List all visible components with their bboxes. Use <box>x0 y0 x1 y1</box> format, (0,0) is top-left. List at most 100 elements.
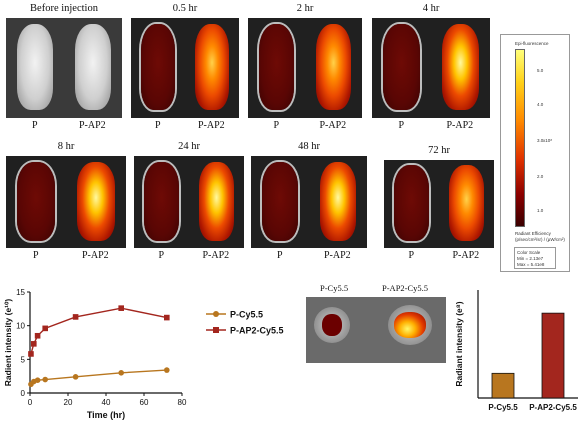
legend-marker <box>213 311 219 317</box>
legend-marker <box>213 327 219 333</box>
bar-chart: Radiant intensity (e⁸) P-Cy5.5 P-AP2-Cy5.5 <box>454 290 578 412</box>
data-point <box>118 370 124 376</box>
mouse-p-ap2 <box>449 165 484 241</box>
colorbar-scale-title: Color Scale <box>517 250 541 255</box>
mouse-label-p: P <box>273 120 280 131</box>
x-tick-label: 40 <box>102 398 111 407</box>
mouse-label-p: P <box>398 120 405 131</box>
data-point <box>34 332 41 339</box>
data-point <box>164 367 170 373</box>
data-point <box>42 376 48 383</box>
ivis-panel <box>6 156 126 248</box>
mouse-p-ap2 <box>195 24 229 110</box>
y-axis-label: Radient intensity (e¹⁰) <box>3 299 13 387</box>
mouse-label-p-ap2: P-AP2 <box>202 250 230 261</box>
mouse-p <box>144 161 179 241</box>
x-tick-label: 0 <box>28 398 33 407</box>
y-tick-label: 0 <box>21 389 26 398</box>
mouse-label-p: P <box>158 250 165 261</box>
mouse-p-ap2 <box>199 161 234 241</box>
colorbar: Epi-fluorescence 5.0 4.0 x10⁸ 3.0 2.0 1.… <box>500 34 570 272</box>
organ-p-ap2 <box>388 305 432 345</box>
organ-label-right: P-AP2-Cy5.5 <box>382 283 429 293</box>
ivis-panel <box>248 18 362 118</box>
mouse-p-ap2 <box>75 24 111 110</box>
timepoint-label: 24 hr <box>178 141 200 152</box>
mouse-label-p: P <box>155 120 161 131</box>
y-tick-label: 10 <box>16 322 25 331</box>
mouse-p-ap2 <box>77 161 115 241</box>
series-line <box>30 307 167 355</box>
mouse-p <box>258 24 295 110</box>
colorbar-tick: 4.0 <box>537 102 544 107</box>
colorbar-gradient <box>515 49 525 227</box>
colorbar-tick: 5.0 <box>537 68 544 73</box>
bar <box>541 312 565 399</box>
organ-image-panel: P-Cy5.5 P-AP2-Cy5.5 <box>306 283 446 363</box>
ivis-panel <box>134 156 244 248</box>
colorbar-scale-min: Min = 2.13e7 <box>517 256 544 261</box>
mouse-label-p-ap2: P-AP2 <box>319 120 347 131</box>
x-tick-label: 80 <box>178 398 187 407</box>
mouse-label-p-ap2: P-AP2 <box>82 250 109 261</box>
mouse-label-p-ap2: P-AP2 <box>452 250 480 261</box>
ivis-panel <box>384 160 494 248</box>
colorbar-title: Epi-fluorescence <box>515 41 549 46</box>
x-axis-label: Time (hr) <box>87 410 125 420</box>
ivis-panel <box>372 18 490 118</box>
mouse-label-p: P <box>33 250 39 261</box>
mouse-p <box>17 161 55 241</box>
timepoint-label: 72 hr <box>428 145 450 156</box>
mouse-label-p: P <box>408 250 415 261</box>
data-point <box>34 377 41 384</box>
colorbar-scale-box: Color Scale Min = 2.13e7 Max = 5.41e8 <box>514 247 556 269</box>
timepoint-label: 4 hr <box>422 3 440 14</box>
colorbar-tick: 1.0 <box>537 208 544 213</box>
data-point <box>42 325 48 332</box>
mouse-p <box>383 24 420 110</box>
data-point <box>164 314 170 321</box>
timepoint-label: 8 hr <box>57 141 75 152</box>
data-point <box>72 314 79 320</box>
y-axis-label: Radiant intensity (e⁸) <box>454 301 464 386</box>
mouse-p <box>262 161 298 241</box>
x-tick-label: 20 <box>64 398 73 407</box>
data-point <box>118 305 124 311</box>
mouse-label-p-ap2: P-AP2 <box>79 120 106 131</box>
y-tick-label: 15 <box>16 288 25 297</box>
mouse-p <box>141 24 175 110</box>
colorbar-tick: 3.0 <box>537 138 544 143</box>
mouse-p-ap2 <box>442 24 479 110</box>
ivis-panel <box>251 156 367 248</box>
mouse-p <box>394 165 429 241</box>
ivis-panel <box>6 18 122 118</box>
colorbar-exponent: x10⁸ <box>543 138 553 143</box>
organ-photo <box>306 297 446 363</box>
colorbar-tick: 2.0 <box>537 174 544 179</box>
colorbar-unit: (p/sec/cm²/sr) / (µW/cm²) <box>515 237 565 242</box>
colorbar-scale-max: Max = 5.41e8 <box>517 262 545 267</box>
timepoint-label: Before injection <box>30 3 98 14</box>
organ-label-left: P-Cy5.5 <box>320 283 349 293</box>
timepoint-label: 0.5 hr <box>172 3 198 14</box>
category-label: P-AP2-Cy5.5 <box>529 403 577 412</box>
mouse-label-p: P <box>277 250 283 261</box>
category-label: P-Cy5.5 <box>488 403 518 412</box>
legend-label: P-Cy5.5 <box>230 310 263 320</box>
organ-p <box>314 307 350 343</box>
y-tick-label: 5 <box>21 355 26 364</box>
mouse-label-p-ap2: P-AP2 <box>198 120 225 131</box>
legend-label: P-AP2-Cy5.5 <box>230 326 284 336</box>
data-point <box>31 341 37 347</box>
data-point <box>28 351 34 357</box>
mouse-label-p-ap2: P-AP2 <box>324 250 351 261</box>
mouse-p-ap2 <box>315 24 352 110</box>
colorbar-unit-title: Radiant Efficiency <box>515 231 551 236</box>
timepoint-label: 2 hr <box>296 3 314 14</box>
mouse-label-p: P <box>32 120 38 131</box>
line-chart: 0 20 40 60 80 0 5 10 15 Time (hr) Radient intensit… <box>3 288 284 420</box>
timepoint-label: 48 hr <box>298 141 320 152</box>
mouse-label-p-ap2: P-AP2 <box>446 120 474 131</box>
bar <box>491 372 515 399</box>
x-tick-label: 60 <box>140 398 149 407</box>
